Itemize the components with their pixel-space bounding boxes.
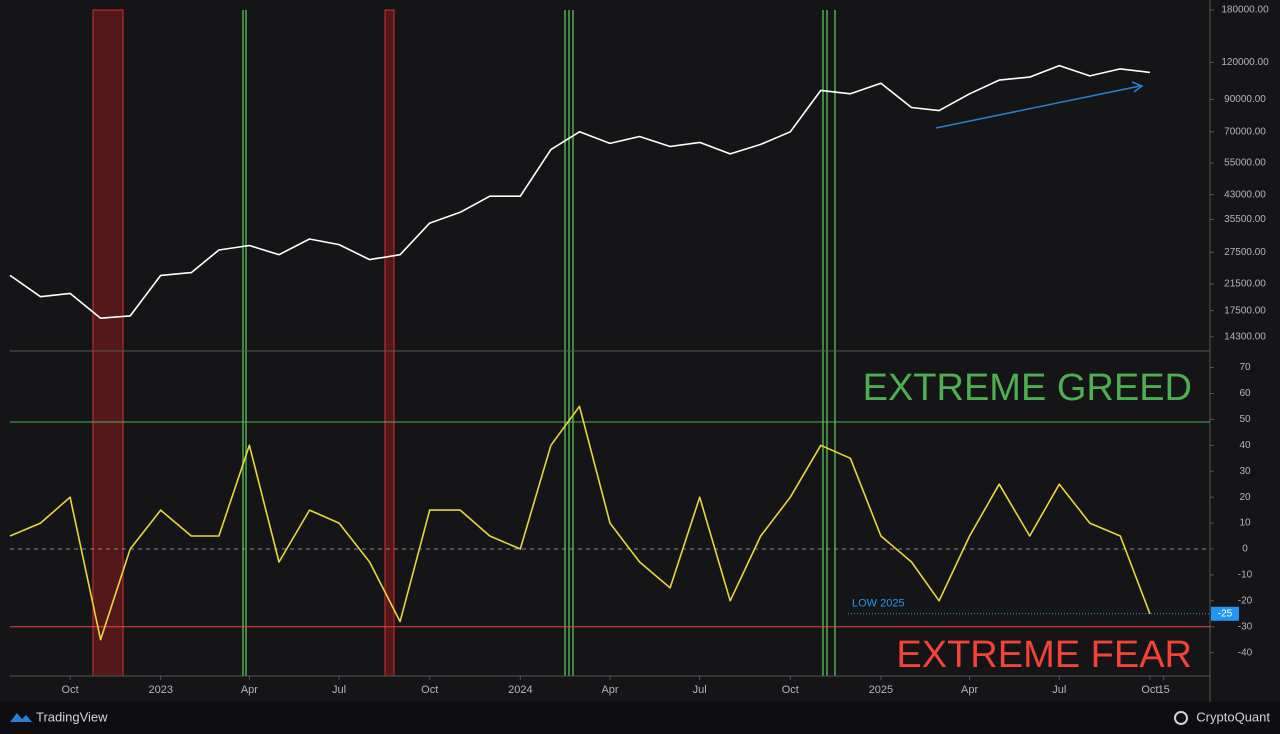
tv-logo <box>10 713 32 722</box>
x-tick-label: Oct <box>782 684 799 696</box>
y-tick-label: 20 <box>1239 492 1251 503</box>
y-tick-label: -20 <box>1238 595 1253 606</box>
value-badge <box>1211 606 1239 621</box>
y-tick-label: 55000.00 <box>1224 158 1266 169</box>
y-tick-label: 90000.00 <box>1224 94 1266 105</box>
y-tick-label: 70 <box>1239 362 1251 373</box>
y-tick-label: 30 <box>1239 466 1251 477</box>
y-tick-label: 17500.00 <box>1224 305 1266 316</box>
footer-bar <box>0 702 1280 734</box>
x-tick-label: Oct <box>62 684 79 696</box>
y-tick-label: -30 <box>1238 621 1253 632</box>
x-tick-label: Jul <box>332 684 346 696</box>
footer-right: CryptoQuant <box>1196 709 1270 724</box>
x-tick-label: Oct <box>421 684 438 696</box>
y-tick-label: 180000.00 <box>1221 5 1269 16</box>
y-tick-label: 43000.00 <box>1224 189 1266 200</box>
level-label: EXTREME GREED <box>863 367 1192 409</box>
highlights <box>92 9 836 677</box>
x-tick-label: 2023 <box>148 684 172 696</box>
fear-zone <box>384 9 395 677</box>
y-tick-label: -10 <box>1238 570 1253 581</box>
series-line <box>9 64 1150 319</box>
y-tick-label: 70000.00 <box>1224 126 1266 137</box>
y-tick-label: 10 <box>1239 518 1251 529</box>
y-tick-label: 40 <box>1239 440 1251 451</box>
y-tick-label: 35500.00 <box>1224 214 1266 225</box>
y-tick-label: -40 <box>1238 647 1253 658</box>
footer-left: TradingView <box>36 709 108 724</box>
y-tick-label: 0 <box>1242 544 1248 555</box>
cq-logo <box>1174 711 1188 725</box>
x-tick-label: Apr <box>961 684 978 696</box>
y-tick-label: 27500.00 <box>1224 247 1266 258</box>
x-tick-label: Oct <box>1141 684 1158 696</box>
y-tick-label: 60 <box>1239 388 1251 399</box>
x-tick-label: 15 <box>1158 684 1170 696</box>
trend-arrow-head <box>1131 81 1144 93</box>
y-tick-label: 120000.00 <box>1221 57 1269 68</box>
x-tick-label: Jul <box>693 684 707 696</box>
level-label: EXTREME FEAR <box>896 634 1192 676</box>
series-line <box>9 405 1151 641</box>
trend-arrow <box>935 85 1141 129</box>
y-tick-label: 14300.00 <box>1224 331 1266 342</box>
fear-zone <box>92 9 124 677</box>
y-tick-label: 21500.00 <box>1224 279 1266 290</box>
x-tick-label: 2024 <box>508 684 532 696</box>
x-tick-label: Apr <box>241 684 258 696</box>
x-tick-label: Jul <box>1052 684 1066 696</box>
value-badge-label: -25 <box>1218 608 1233 619</box>
x-tick-label: Apr <box>601 684 618 696</box>
x-tick-label: 2025 <box>869 684 893 696</box>
low-label: LOW 2025 <box>852 598 905 610</box>
y-tick-label: 50 <box>1239 414 1251 425</box>
